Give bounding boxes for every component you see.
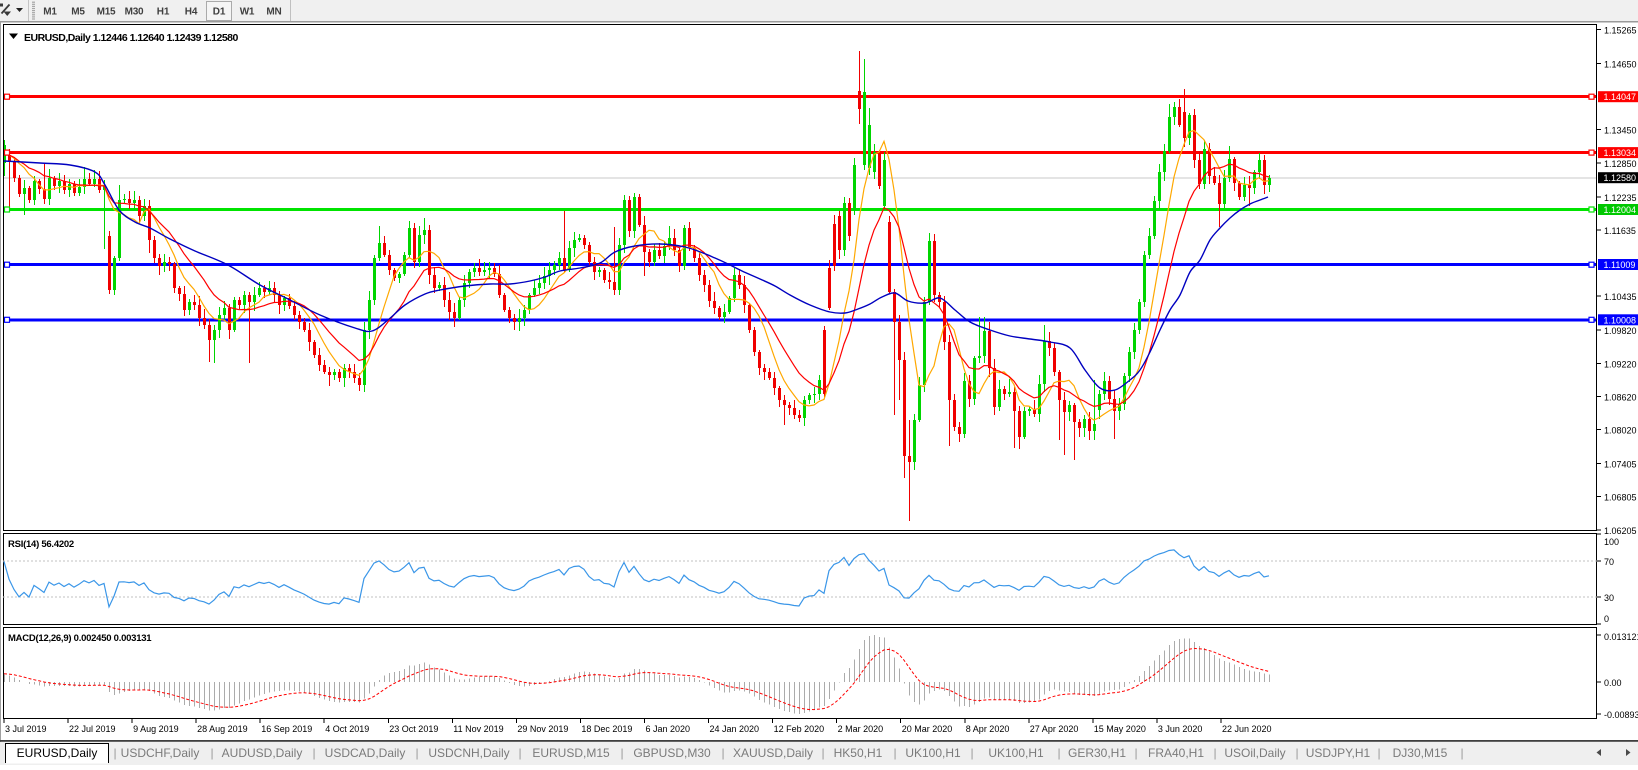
svg-text:0.00: 0.00	[1604, 678, 1622, 688]
svg-text:|: |	[970, 746, 973, 760]
svg-text:HK50,H1: HK50,H1	[834, 746, 883, 760]
svg-text:100: 100	[1604, 537, 1619, 547]
svg-text:1.08020: 1.08020	[1604, 426, 1637, 436]
svg-text:29 Nov 2019: 29 Nov 2019	[517, 724, 568, 734]
svg-text:EURUSD,M15: EURUSD,M15	[532, 746, 610, 760]
svg-text:DJ30,M15: DJ30,M15	[1393, 746, 1448, 760]
svg-text:0.0131212: 0.0131212	[1604, 632, 1638, 642]
svg-text:18 Dec 2019: 18 Dec 2019	[581, 724, 632, 734]
svg-text:USDCAD,Daily: USDCAD,Daily	[325, 746, 406, 760]
svg-text:|: |	[518, 746, 521, 760]
svg-text:1.09820: 1.09820	[1604, 326, 1637, 336]
svg-text:28 Aug 2019: 28 Aug 2019	[197, 724, 248, 734]
svg-text:AUDUSD,Daily: AUDUSD,Daily	[222, 746, 303, 760]
svg-text:9 Aug 2019: 9 Aug 2019	[133, 724, 179, 734]
svg-text:20 Mar 2020: 20 Mar 2020	[902, 724, 953, 734]
svg-text:6 Jan 2020: 6 Jan 2020	[646, 724, 691, 734]
svg-text:|: |	[312, 746, 315, 760]
svg-text:4 Oct 2019: 4 Oct 2019	[325, 724, 369, 734]
svg-text:|: |	[1057, 746, 1060, 760]
svg-text:USDCHF,Daily: USDCHF,Daily	[121, 746, 200, 760]
svg-text:|: |	[210, 746, 213, 760]
svg-text:W1: W1	[240, 7, 255, 18]
svg-text:M15: M15	[97, 7, 116, 18]
svg-text:1.15265: 1.15265	[1604, 25, 1637, 35]
svg-text:1.08620: 1.08620	[1604, 392, 1637, 402]
svg-text:GBPUSD,M30: GBPUSD,M30	[633, 746, 711, 760]
svg-text:1.12850: 1.12850	[1604, 159, 1637, 169]
svg-text:USOil,Daily: USOil,Daily	[1224, 746, 1285, 760]
svg-text:M5: M5	[71, 7, 85, 18]
svg-text:|: |	[1213, 746, 1216, 760]
svg-text:3 Jun 2020: 3 Jun 2020	[1158, 724, 1203, 734]
svg-text:-0.0089331: -0.0089331	[1604, 710, 1638, 720]
svg-text:|: |	[1460, 746, 1463, 760]
svg-text:|: |	[1377, 746, 1380, 760]
svg-text:1.11635: 1.11635	[1604, 226, 1636, 236]
svg-text:11 Nov 2019: 11 Nov 2019	[453, 724, 503, 734]
svg-text:RSI(14) 56.4202: RSI(14) 56.4202	[8, 539, 74, 550]
svg-text:2 Mar 2020: 2 Mar 2020	[838, 724, 884, 734]
svg-text:|: |	[721, 746, 724, 760]
svg-text:30: 30	[1604, 593, 1614, 603]
svg-text:0: 0	[1604, 614, 1609, 624]
svg-text:|: |	[415, 746, 418, 760]
svg-text:23 Oct 2019: 23 Oct 2019	[389, 724, 438, 734]
svg-text:12 Feb 2020: 12 Feb 2020	[774, 724, 825, 734]
svg-text:|: |	[1134, 746, 1137, 760]
svg-text:UK100,H1: UK100,H1	[988, 746, 1044, 760]
svg-text:1.11009: 1.11009	[1604, 260, 1636, 270]
svg-text:MN: MN	[266, 7, 281, 18]
svg-text:8 Apr 2020: 8 Apr 2020	[966, 724, 1010, 734]
svg-text:15 May 2020: 15 May 2020	[1094, 724, 1146, 734]
svg-text:M1: M1	[43, 7, 57, 18]
svg-text:1.14047: 1.14047	[1604, 92, 1637, 102]
svg-text:22 Jul 2019: 22 Jul 2019	[69, 724, 116, 734]
svg-text:22 Jun 2020: 22 Jun 2020	[1222, 724, 1272, 734]
svg-text:|: |	[893, 746, 896, 760]
svg-text:D1: D1	[213, 7, 226, 18]
svg-text:1.13034: 1.13034	[1604, 148, 1637, 158]
svg-text:1.09220: 1.09220	[1604, 359, 1637, 369]
svg-text:EURUSD,Daily: EURUSD,Daily	[17, 746, 98, 760]
svg-text:EURUSD,Daily 1.12446 1.12640: EURUSD,Daily 1.12446 1.12640 1.12439 1.1…	[24, 32, 239, 44]
svg-text:|: |	[1295, 746, 1298, 760]
svg-text:1.06805: 1.06805	[1604, 493, 1637, 503]
svg-text:1.12004: 1.12004	[1604, 205, 1637, 215]
svg-text:1.10435: 1.10435	[1604, 292, 1637, 302]
svg-text:1.10008: 1.10008	[1604, 315, 1637, 325]
svg-text:70: 70	[1604, 557, 1614, 567]
svg-text:24 Jan 2020: 24 Jan 2020	[710, 724, 760, 734]
svg-text:1.07405: 1.07405	[1604, 460, 1637, 470]
svg-text:1.12235: 1.12235	[1604, 193, 1637, 203]
svg-text:|: |	[113, 746, 116, 760]
svg-text:UK100,H1: UK100,H1	[905, 746, 961, 760]
svg-text:1.13450: 1.13450	[1604, 126, 1637, 136]
svg-text:1.06205: 1.06205	[1604, 526, 1637, 536]
svg-text:1.12580: 1.12580	[1604, 173, 1637, 183]
svg-text:GER30,H1: GER30,H1	[1068, 746, 1126, 760]
svg-text:USDCNH,Daily: USDCNH,Daily	[428, 746, 509, 760]
svg-text:H4: H4	[185, 7, 198, 18]
svg-text:XAUUSD,Daily: XAUUSD,Daily	[733, 746, 813, 760]
svg-text:|: |	[821, 746, 824, 760]
svg-text:16 Sep 2019: 16 Sep 2019	[261, 724, 312, 734]
svg-text:1.14650: 1.14650	[1604, 59, 1637, 69]
svg-text:M30: M30	[125, 7, 144, 18]
svg-text:|: |	[620, 746, 623, 760]
svg-text:USDJPY,H1: USDJPY,H1	[1306, 746, 1371, 760]
svg-text:MACD(12,26,9) 0.002450 0.00313: MACD(12,26,9) 0.002450 0.003131	[8, 633, 152, 644]
svg-text:H1: H1	[157, 7, 170, 18]
svg-text:27 Apr 2020: 27 Apr 2020	[1030, 724, 1079, 734]
svg-text:FRA40,H1: FRA40,H1	[1148, 746, 1204, 760]
svg-text:3 Jul 2019: 3 Jul 2019	[5, 724, 47, 734]
